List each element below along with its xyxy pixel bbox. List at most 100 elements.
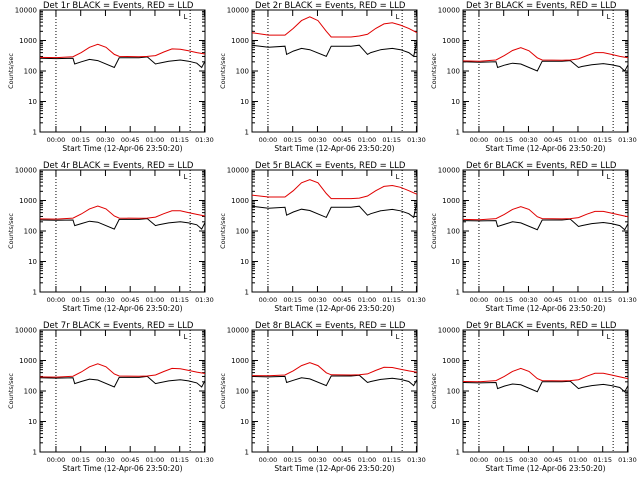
marker-label: L xyxy=(607,173,611,181)
y-tick-label: 1000 xyxy=(19,37,37,45)
y-tick-label: 1 xyxy=(33,129,37,137)
y-axis-label: Counts/sec xyxy=(430,53,438,89)
x-axis-label: Start Time (12-Apr-06 23:50:20) xyxy=(62,464,182,473)
x-tick-label: 00:00 xyxy=(259,456,278,464)
y-tick-label: 1 xyxy=(245,289,249,297)
y-tick-label: 100 xyxy=(236,68,249,76)
x-tick-label: 01:15 xyxy=(170,296,189,304)
x-tick-label: 00:00 xyxy=(470,296,489,304)
chart-panel-8: Det 8r BLACK = Events, RED = LLD 1 10 100 10… xyxy=(219,321,426,473)
marker-label: L xyxy=(396,13,400,21)
plot-frame xyxy=(462,329,629,453)
series-lld-line xyxy=(462,206,629,221)
plot-frame xyxy=(251,9,418,133)
y-tick-label: 100 xyxy=(236,388,249,396)
y-tick-label: 10 xyxy=(451,258,460,266)
series-events-line xyxy=(251,201,418,219)
x-tick-label: 01:00 xyxy=(569,136,588,144)
plot-frame xyxy=(462,169,629,293)
x-tick-label: 00:45 xyxy=(333,136,352,144)
x-tick-label: 01:30 xyxy=(407,296,426,304)
chart-panel-2: Det 2r BLACK = Events, RED = LLD 1 10 100 10… xyxy=(219,1,426,153)
series-events-line xyxy=(251,374,418,387)
x-tick-label: 00:45 xyxy=(121,136,140,144)
x-tick-label: 00:15 xyxy=(71,136,90,144)
y-axis-label: Counts/sec xyxy=(430,213,438,249)
x-tick-label: 00:30 xyxy=(519,296,538,304)
x-tick-label: 01:15 xyxy=(593,456,612,464)
y-tick-label: 100 xyxy=(24,68,37,76)
x-axis-label: Start Time (12-Apr-06 23:50:20) xyxy=(485,144,605,153)
x-tick-label: 00:15 xyxy=(283,296,302,304)
y-tick-label: 1 xyxy=(456,449,460,457)
y-tick-label: 100 xyxy=(24,388,37,396)
x-tick-label: 01:00 xyxy=(569,456,588,464)
panel-title: Det 5r BLACK = Events, RED = LLD xyxy=(255,161,406,171)
y-tick-label: 10 xyxy=(451,98,460,106)
y-tick-label: 10000 xyxy=(227,7,249,15)
x-tick-label: 00:00 xyxy=(47,296,66,304)
y-tick-label: 10000 xyxy=(15,7,37,15)
x-tick-label: 00:00 xyxy=(470,136,489,144)
y-tick-label: 1000 xyxy=(442,197,460,205)
x-tick-label: 00:30 xyxy=(96,136,115,144)
x-tick-label: 00:15 xyxy=(494,136,513,144)
x-tick-label: 01:00 xyxy=(146,456,165,464)
plot-frame xyxy=(462,9,629,133)
y-axis-label: Counts/sec xyxy=(430,373,438,409)
y-tick-label: 10000 xyxy=(15,167,37,175)
panel-title: Det 2r BLACK = Events, RED = LLD xyxy=(255,1,406,11)
y-axis-label: Counts/sec xyxy=(219,213,227,249)
x-tick-label: 01:00 xyxy=(146,296,165,304)
y-tick-label: 100 xyxy=(236,228,249,236)
y-tick-label: 100 xyxy=(447,388,460,396)
chart-panel-5: Det 5r BLACK = Events, RED = LLD 1 10 100 10… xyxy=(219,161,426,313)
series-lld-line xyxy=(251,179,418,200)
chart-panel-7: Det 7r BLACK = Events, RED = LLD 1 10 100 10… xyxy=(7,321,214,473)
series-events-line xyxy=(462,218,629,231)
chart-panel-9: Det 9r BLACK = Events, RED = LLD 1 10 100 10… xyxy=(430,321,637,473)
x-tick-label: 01:15 xyxy=(382,136,401,144)
x-axis-label: Start Time (12-Apr-06 23:50:20) xyxy=(274,144,394,153)
y-tick-label: 10 xyxy=(240,98,249,106)
y-tick-label: 1000 xyxy=(231,197,249,205)
y-tick-label: 1 xyxy=(456,129,460,137)
x-tick-label: 00:00 xyxy=(47,456,66,464)
x-tick-label: 00:00 xyxy=(47,136,66,144)
x-tick-label: 01:15 xyxy=(382,296,401,304)
x-tick-label: 01:30 xyxy=(407,136,426,144)
panel-title: Det 7r BLACK = Events, RED = LLD xyxy=(43,321,194,331)
series-lld-line xyxy=(39,363,206,378)
plot-frame xyxy=(39,9,206,133)
x-tick-label: 00:00 xyxy=(259,136,278,144)
x-tick-label: 01:30 xyxy=(618,136,637,144)
x-tick-label: 01:00 xyxy=(569,296,588,304)
y-tick-label: 10000 xyxy=(227,167,249,175)
x-tick-label: 00:15 xyxy=(494,296,513,304)
marker-label: L xyxy=(396,333,400,341)
x-axis-label: Start Time (12-Apr-06 23:50:20) xyxy=(485,304,605,313)
x-tick-label: 00:45 xyxy=(121,456,140,464)
series-events-line xyxy=(39,375,206,388)
y-tick-label: 10000 xyxy=(15,327,37,335)
x-tick-label: 01:30 xyxy=(618,296,637,304)
x-tick-label: 01:15 xyxy=(170,456,189,464)
y-tick-label: 10 xyxy=(240,418,249,426)
x-tick-label: 01:30 xyxy=(407,456,426,464)
x-axis-label: Start Time (12-Apr-06 23:50:20) xyxy=(274,464,394,473)
y-axis-label: Counts/sec xyxy=(7,213,15,249)
y-tick-label: 1 xyxy=(33,449,37,457)
x-tick-label: 01:00 xyxy=(358,296,377,304)
y-tick-label: 10 xyxy=(28,418,37,426)
y-axis-label: Counts/sec xyxy=(7,53,15,89)
chart-panel-4: Det 4r BLACK = Events, RED = LLD 1 10 100 10… xyxy=(7,161,214,313)
y-tick-label: 1000 xyxy=(19,197,37,205)
marker-label: L xyxy=(607,13,611,21)
y-tick-label: 1000 xyxy=(231,357,249,365)
y-tick-label: 1000 xyxy=(442,357,460,365)
x-tick-label: 00:30 xyxy=(308,296,327,304)
marker-label: L xyxy=(184,333,188,341)
panel-title: Det 3r BLACK = Events, RED = LLD xyxy=(466,1,617,11)
plot-frame xyxy=(251,329,418,453)
